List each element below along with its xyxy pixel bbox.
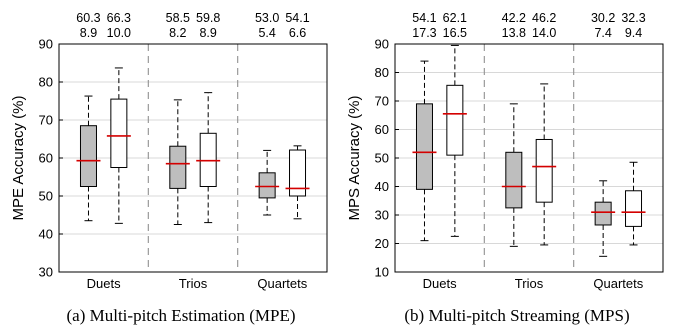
mps-mean-label: 54.1 — [412, 11, 436, 25]
mpe-category-label: Quartets — [257, 276, 307, 291]
mps-box-duets-open — [442, 44, 467, 237]
box-body — [415, 103, 433, 190]
mps-box-quartets-filled — [591, 180, 616, 257]
mps-category-label: Quartets — [593, 276, 643, 291]
mps-ytick-label: 60 — [375, 122, 389, 137]
box-body — [594, 201, 612, 226]
mpe-box-trios-open — [196, 92, 221, 224]
mps-mean-label: 30.2 — [591, 11, 615, 25]
box-body — [505, 151, 523, 209]
mps-std-label: 14.0 — [532, 26, 556, 40]
mps-std-label: 16.5 — [443, 26, 467, 40]
mps-box-quartets-open — [621, 161, 646, 246]
box-body — [79, 125, 97, 187]
mpe-box-duets-open — [106, 67, 131, 224]
mpe-ytick-label: 80 — [39, 75, 53, 90]
mpe-ytick-label: 50 — [39, 189, 53, 204]
box-body — [289, 149, 307, 197]
box-body — [110, 98, 128, 168]
mps-ytick-label: 10 — [375, 265, 389, 280]
mps-std-label: 9.4 — [625, 26, 642, 40]
mps-box-trios-open — [532, 83, 557, 246]
mpe-plot-frame — [58, 43, 328, 273]
mpe-std-label: 8.9 — [80, 26, 97, 40]
mps-mean-label: 46.2 — [532, 11, 556, 25]
box-body — [625, 190, 643, 227]
mps-ylabel: MPS Accuracy (%) — [346, 95, 363, 220]
mps-std-label: 17.3 — [412, 26, 436, 40]
mps-mean-label: 62.1 — [443, 11, 467, 25]
box-body — [446, 84, 464, 156]
mpe-box-quartets-open — [285, 145, 310, 220]
mps-ytick-label: 50 — [375, 151, 389, 166]
mpe-ytick-label: 90 — [39, 37, 53, 52]
mps-ytick-label: 40 — [375, 179, 389, 194]
mps-mean-label: 32.3 — [621, 11, 645, 25]
mpe-mean-label: 53.0 — [255, 11, 279, 25]
mps-ytick-label: 30 — [375, 208, 389, 223]
mps-caption: (b) Multi-pitch Streaming (MPS) — [404, 306, 629, 325]
mpe-ytick-label: 70 — [39, 113, 53, 128]
mpe-category-label: Trios — [179, 276, 208, 291]
mpe-caption: (a) Multi-pitch Estimation (MPE) — [67, 306, 296, 325]
mps-std-label: 7.4 — [594, 26, 611, 40]
mps-box-duets-filled — [412, 60, 437, 242]
mpe-std-label: 5.4 — [258, 26, 275, 40]
mpe-std-label: 8.9 — [199, 26, 216, 40]
box-body — [535, 138, 553, 203]
box-body — [169, 145, 187, 189]
mps-ytick-label: 20 — [375, 236, 389, 251]
mps-ytick-label: 80 — [375, 65, 389, 80]
mpe-mean-label: 58.5 — [166, 11, 190, 25]
mpe-mean-label: 60.3 — [76, 11, 100, 25]
mps-plot-frame — [394, 43, 664, 273]
mpe-std-label: 6.6 — [289, 26, 306, 40]
mps-box-trios-filled — [501, 103, 526, 247]
mpe-box-trios-filled — [165, 99, 190, 225]
mps-ytick-label: 70 — [375, 94, 389, 109]
mpe-category-label: Duets — [87, 276, 121, 291]
mps-mean-label: 42.2 — [502, 11, 526, 25]
mpe-mean-label: 54.1 — [285, 11, 309, 25]
mps-std-label: 13.8 — [502, 26, 526, 40]
mpe-ytick-label: 40 — [39, 227, 53, 242]
mpe-box-quartets-filled — [255, 149, 280, 216]
mpe-std-label: 10.0 — [107, 26, 131, 40]
mps-category-label: Trios — [515, 276, 544, 291]
mps-category-label: Duets — [423, 276, 457, 291]
mpe-mean-label: 59.8 — [196, 11, 220, 25]
mpe-ylabel: MPE Accuracy (%) — [10, 95, 27, 220]
box-body — [258, 172, 276, 199]
mpe-ytick-label: 30 — [39, 265, 53, 280]
mpe-std-label: 8.2 — [169, 26, 186, 40]
mpe-ytick-label: 60 — [39, 151, 53, 166]
mpe-mean-label: 66.3 — [107, 11, 131, 25]
panel-mps: 10 20 30 40 50 60 70 80 90 Duets Trios Quartets 54.1… — [346, 11, 664, 325]
mpe-box-duets-filled — [76, 95, 101, 222]
mps-ytick-label: 90 — [375, 37, 389, 52]
